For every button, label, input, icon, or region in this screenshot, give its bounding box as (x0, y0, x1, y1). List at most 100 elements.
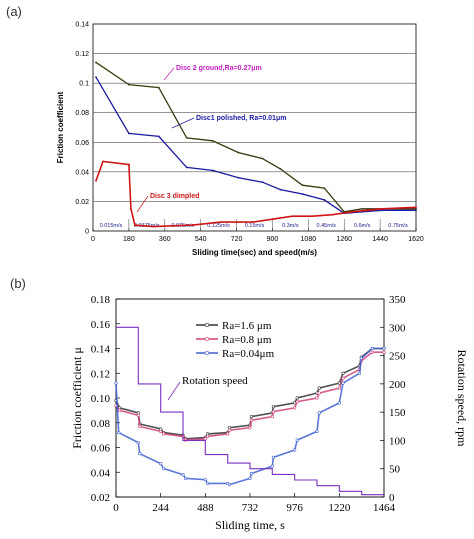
y-tick-label-b: 0.14 (91, 344, 111, 356)
data-point-a (361, 207, 364, 210)
x-tick-label-a: 0 (91, 236, 95, 243)
x-tick-label-b: 0 (113, 502, 119, 514)
data-point-a (211, 139, 214, 142)
data-point-b (315, 396, 319, 400)
data-point-b (370, 350, 374, 354)
data-point-b (295, 396, 299, 400)
data-point-b (249, 471, 254, 476)
data-point-b (341, 376, 345, 380)
data-point-a (237, 176, 240, 179)
y-tick-label-b: 0.18 (91, 294, 111, 306)
data-point-b (136, 413, 140, 417)
data-point-a (291, 215, 294, 218)
y-tick-label-b: 0.02 (91, 492, 110, 504)
y-tick-label-a: 0.04 (75, 169, 89, 176)
data-point-a (279, 188, 282, 191)
data-point-b (370, 346, 374, 351)
y-tick-label-a: 0.1 (79, 81, 89, 88)
data-point-b (295, 400, 299, 404)
data-point-a (95, 179, 97, 182)
y-tick-label-b: 0.12 (91, 368, 110, 380)
data-point-b (248, 426, 252, 430)
data-point-b (159, 429, 163, 434)
series-line-a (95, 160, 417, 228)
data-point-b (183, 476, 188, 481)
x-tick-label-a: 180 (123, 236, 135, 243)
data-point-b (114, 381, 118, 385)
y2-tick-label-b: 300 (389, 322, 406, 334)
data-point-b (205, 434, 210, 438)
data-point-b (271, 405, 276, 409)
y-tick-label-a: 0.02 (75, 199, 89, 206)
data-point-b (249, 418, 254, 422)
data-point-b (227, 428, 232, 432)
speed-label: 0.45m/s (316, 223, 336, 229)
plot-frame-a (92, 23, 417, 232)
data-point-b (382, 350, 386, 354)
speed-label: 0.3m/s (282, 223, 299, 229)
panel-label-a: (a) (6, 4, 22, 19)
data-point-a (331, 213, 334, 216)
y-tick-label-b: 0.06 (91, 443, 111, 455)
data-point-a (185, 166, 188, 169)
y-tick-label-a: 0.08 (75, 110, 89, 117)
speed-label: 0.015m/s (100, 223, 123, 229)
y-tick-label-b: 0.10 (91, 393, 111, 405)
data-point-b (315, 429, 319, 434)
legend-label: Ra=1.6 μm (222, 320, 272, 332)
data-point-b (249, 414, 254, 419)
x-tick-label-b: 732 (242, 502, 259, 514)
data-point-a (381, 209, 384, 212)
y-tick-label-b: 0.16 (91, 319, 111, 331)
data-point-a (311, 215, 314, 218)
y-tick-label-a: 0.14 (75, 22, 89, 29)
data-point-a (323, 199, 326, 201)
data-point-a (301, 184, 304, 187)
data-point-b (181, 473, 185, 477)
data-point-a (301, 193, 304, 195)
data-point-a (127, 132, 130, 135)
annotation-disc2: Disc 2 ground,Ra=0.27μm (176, 65, 262, 72)
data-point-b (138, 424, 142, 429)
data-point-b (337, 401, 341, 405)
data-point-a (151, 225, 154, 228)
y-tick-label-a: 0 (85, 229, 89, 236)
data-point-b (227, 483, 232, 487)
x-tick-label-b: 1464 (373, 502, 396, 514)
data-point-a (251, 221, 254, 224)
y-tick-label-a: 0.12 (75, 51, 89, 58)
data-point-b (226, 432, 230, 436)
data-point-b (161, 432, 166, 436)
x-tick-label-a: 360 (159, 236, 171, 243)
data-point-b (337, 386, 341, 390)
annotation-arrow (136, 195, 149, 213)
legend-marker (204, 336, 210, 342)
annotation-rotation-speed: Rotation speed (182, 375, 248, 387)
data-point-a (261, 157, 264, 160)
data-point-b (293, 448, 297, 452)
data-point-b (359, 356, 363, 361)
data-point-b (357, 371, 362, 375)
x-axis-label-a: Sliding time(sec) and speed(m/s) (192, 248, 317, 257)
y-tick-label-b: 0.04 (91, 467, 111, 479)
data-point-b (270, 414, 274, 419)
data-point-b (138, 452, 142, 456)
data-point-a (133, 224, 136, 226)
x-tick-label-a: 720 (231, 236, 243, 243)
speed-label: 0.15m/s (245, 223, 265, 229)
data-point-b (317, 411, 321, 415)
y2-axis-label-b: Rotation speed, rpm (455, 350, 469, 448)
data-point-b (382, 346, 386, 351)
y-tick-label-b: 0.08 (91, 418, 111, 430)
data-point-a (102, 160, 104, 163)
data-point-b (270, 464, 274, 468)
data-point-b (341, 371, 345, 375)
legend-label: Ra=0.8 μm (222, 334, 272, 346)
data-point-a (127, 83, 130, 86)
x-axis-label-b: Sliding time, s (215, 518, 285, 532)
x-tick-label-b: 1220 (328, 502, 351, 514)
data-point-a (351, 210, 354, 213)
data-point-b (293, 406, 297, 410)
data-point-b (341, 381, 345, 385)
